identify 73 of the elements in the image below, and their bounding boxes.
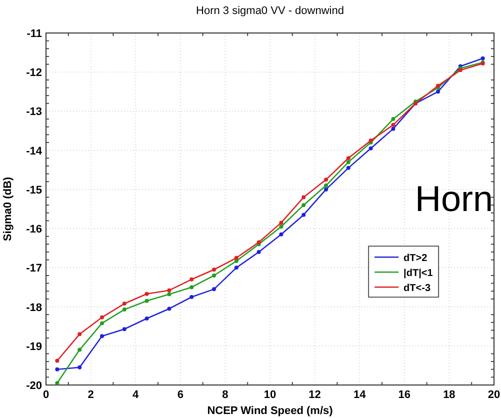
x-tick-label: 6 (177, 389, 184, 401)
point (190, 285, 194, 290)
x-axis-title: NCEP Wind Speed (m/s) (207, 405, 334, 417)
point (324, 178, 328, 182)
y-tick-label: -13 (26, 106, 42, 118)
point (122, 308, 126, 312)
y-tick-label: -19 (26, 340, 42, 353)
point (302, 203, 306, 208)
point (346, 156, 350, 160)
point (78, 365, 82, 370)
point (100, 321, 104, 326)
point (302, 212, 306, 217)
point (122, 327, 126, 332)
x-tick-label: 18 (443, 389, 456, 401)
y-tick-label: -17 (26, 262, 42, 275)
x-tick-label: 8 (222, 389, 228, 401)
point (324, 187, 328, 192)
legend-label: dT<-3 (404, 283, 431, 294)
point (480, 56, 485, 60)
point (234, 256, 238, 260)
annotation: Horn (415, 178, 494, 219)
x-tick-label: 12 (308, 389, 321, 401)
legend-label: dT>2 (404, 253, 428, 264)
point (167, 306, 172, 311)
point (55, 367, 60, 372)
y-tick-label: -15 (26, 184, 42, 196)
x-tick-label: 0 (42, 389, 50, 401)
point (144, 298, 149, 303)
point (302, 195, 306, 200)
point (55, 381, 60, 386)
point (346, 160, 350, 164)
point (144, 316, 149, 321)
point (212, 268, 216, 272)
point (234, 266, 238, 270)
point (100, 334, 104, 338)
y-axis-title: Sigma0 (dB) (2, 176, 14, 242)
point (55, 358, 60, 363)
y-tick-label: -18 (26, 302, 42, 314)
point (212, 273, 216, 278)
y-tick-label: -14 (26, 145, 43, 158)
point (78, 332, 82, 336)
x-tick-label: 4 (132, 389, 140, 401)
point (190, 277, 194, 282)
point (279, 232, 284, 236)
point (256, 250, 261, 254)
y-tick-label: -20 (26, 380, 42, 392)
x-tick-label: 16 (398, 389, 411, 401)
y-tick-label: -11 (26, 28, 42, 40)
point (391, 122, 396, 127)
x-tick-label: 14 (353, 389, 367, 401)
point (324, 184, 328, 188)
point (279, 224, 284, 229)
point (436, 90, 440, 94)
y-tick-label: -16 (26, 224, 42, 236)
point (368, 146, 373, 150)
point (167, 288, 172, 292)
point (391, 126, 396, 131)
point (100, 315, 104, 320)
chart-title: Horn 3 sigma0 VV - downwind (196, 5, 344, 17)
point (122, 302, 126, 306)
point (78, 348, 82, 352)
point (346, 166, 350, 170)
point (212, 287, 216, 292)
legend-label: |dT|<1 (404, 268, 434, 280)
point (167, 292, 172, 296)
x-tick-label: 20 (488, 389, 500, 401)
point (279, 220, 284, 225)
x-tick-label: 2 (88, 389, 94, 401)
x-tick-label: 10 (264, 389, 276, 401)
point (190, 295, 194, 299)
point (144, 292, 149, 296)
y-tick-label: -12 (26, 67, 42, 80)
point (391, 117, 396, 122)
